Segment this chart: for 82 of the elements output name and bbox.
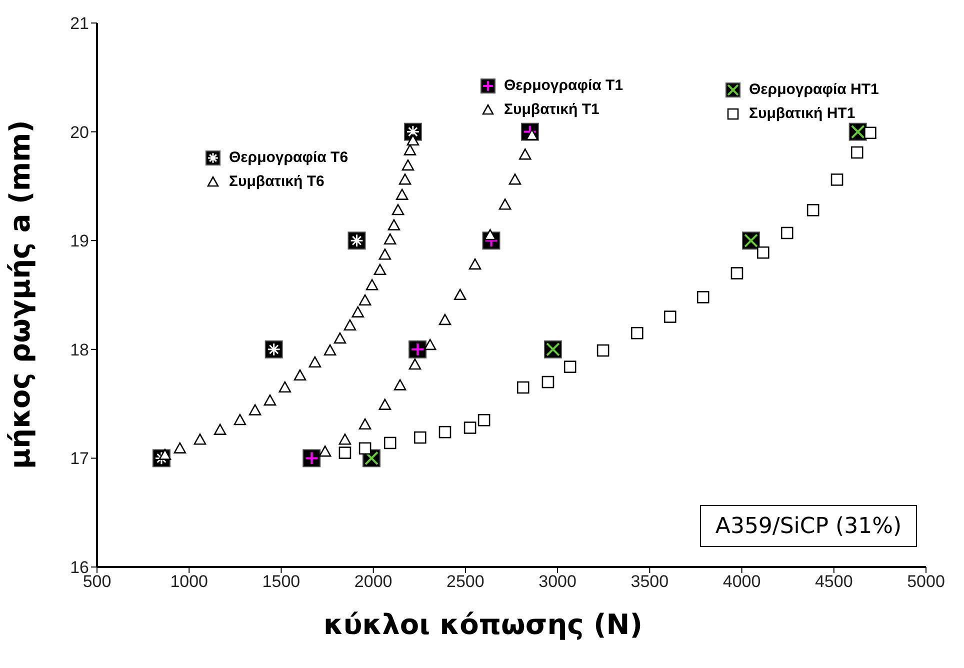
point [318,446,332,457]
legend-label: Συμβατική T6 [229,172,324,192]
point [438,426,452,438]
point [398,174,412,185]
point [508,174,522,185]
point [757,246,770,259]
point [392,204,404,216]
x-tick-label: 2000 [354,572,392,592]
point [464,422,476,434]
point [366,279,378,290]
point [234,414,246,426]
legend-label: Θερμογραφία T6 [229,148,348,168]
point [454,288,466,300]
point [194,434,206,445]
legend-label: Συμβατική HT1 [749,104,856,124]
point [830,174,844,186]
legend-label: Συμβατική T1 [504,100,600,120]
x-tick-label: 1500 [262,572,300,592]
x-axis-title: κύκλοι κόπωσης (N) [322,608,644,641]
point [498,198,512,210]
point [664,310,676,323]
point [596,344,610,357]
x-tick-label: 500 [82,572,112,592]
point [352,306,364,318]
point [806,204,820,216]
point [696,291,710,304]
x-tick-label: 4500 [814,572,853,592]
y-tick-label: 21 [70,14,89,34]
point [388,219,400,230]
point [384,233,396,245]
y-axis-title: μήκος ρωγμής a (mm) [4,119,36,471]
y-tick-label: 20 [70,122,89,142]
x-tick-label: 1000 [170,572,208,592]
point [338,446,352,459]
point [630,326,644,340]
point [478,414,490,426]
point [850,146,864,159]
x-tick-label: 3500 [630,572,669,592]
point [378,248,392,260]
y-tick-label: 17 [70,449,89,468]
point [384,436,396,450]
x-tick-label: 4000 [722,572,761,592]
point [264,394,276,406]
point [358,442,372,455]
point [406,134,420,146]
point [324,344,336,356]
point [408,358,422,370]
point [780,226,794,240]
point [374,264,386,276]
point [358,418,372,430]
point [864,126,876,140]
x-tick-label: 3000 [538,572,576,592]
point [378,398,392,410]
point [248,404,262,416]
point [402,159,414,171]
point [394,379,406,390]
point [516,381,530,394]
point [438,314,452,326]
point [338,434,352,445]
x-tick-label: 5000 [907,572,945,592]
point [404,144,416,156]
point [468,258,482,270]
point [344,319,356,331]
point [358,294,372,306]
point [414,431,426,444]
annotation: A359/SiCP (31%) [700,505,917,547]
y-tick-label: 19 [70,232,89,251]
point [542,376,554,388]
point [308,356,322,368]
point [396,188,408,200]
y-tick-label: 18 [70,340,89,360]
x-tick-label: 2500 [446,572,484,592]
point [214,424,226,435]
point [294,369,306,381]
point [334,332,346,344]
point [278,381,292,393]
point [730,267,744,280]
legend-label: Θερμογραφία HT1 [749,80,879,100]
legend-label: Θερμογραφία T1 [504,76,624,96]
point [564,360,576,373]
point [174,442,186,454]
point [518,148,532,160]
